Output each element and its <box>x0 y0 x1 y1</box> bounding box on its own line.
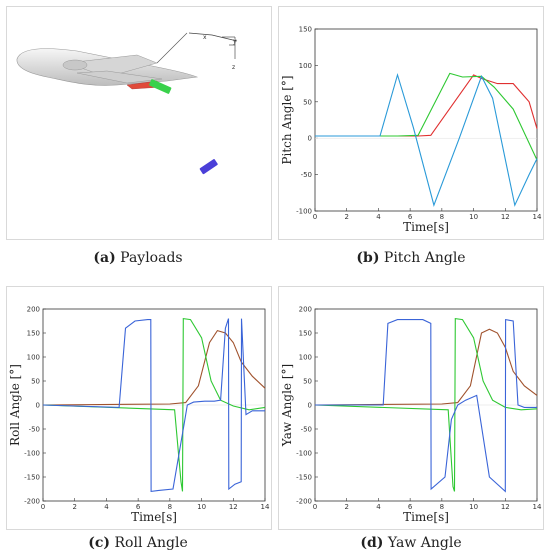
pitch-chart: 0 2 4 6 8 10 12 14 -100 -50 0 50 100 150 Time[s] Pitch … <box>280 26 542 235</box>
mini-aircraft <box>188 32 238 42</box>
y-tick-label: 50 <box>31 378 40 386</box>
caption-c: (c) Roll Angle <box>8 535 268 551</box>
series-line-1 <box>315 72 538 161</box>
series-line-0 <box>314 328 538 406</box>
callout-line <box>156 32 188 64</box>
series-line-1 <box>42 317 266 492</box>
x-tick-label: 10 <box>469 213 478 221</box>
axis-triad <box>222 36 236 59</box>
x-tick-label: 12 <box>501 503 510 511</box>
roll-chart: 0 2 4 6 8 10 12 14 -200 -150 -100 -50 0 50 100 150 200 Ti… <box>8 306 270 525</box>
x-tick-label: 14 <box>261 503 270 511</box>
y-tick-label: -200 <box>24 498 40 506</box>
yaw-chart: 0 2 4 6 8 10 12 14 -200 -150 -100 -50 0 50 100 150 200 Ti… <box>280 306 542 525</box>
y-tick-label: -100 <box>24 450 40 458</box>
x-tick-label: 0 <box>313 503 317 511</box>
series-line-1 <box>314 317 538 492</box>
x-tick-label: 6 <box>136 503 141 511</box>
axis-label-z: z <box>232 64 235 71</box>
y-tick-label: 100 <box>299 354 312 362</box>
y-tick-label: 100 <box>27 354 40 362</box>
x-tick-label: 6 <box>408 503 413 511</box>
y-tick-label: 50 <box>303 378 312 386</box>
y-tick-label: -100 <box>296 450 312 458</box>
x-tick-label: 6 <box>408 213 413 221</box>
x-tick-label: 12 <box>501 213 510 221</box>
y-tick-label: 0 <box>308 135 312 143</box>
y-tick-label: 200 <box>27 306 40 314</box>
plot-area <box>314 28 538 212</box>
y-axis-label: Pitch Angle [°] <box>280 75 294 164</box>
y-tick-label: -50 <box>29 426 40 434</box>
axis-label-y: y <box>233 38 237 45</box>
series-line-2 <box>315 72 538 207</box>
payload-scene: x y z <box>16 32 238 175</box>
y-tick-label: 200 <box>299 306 312 314</box>
x-tick-label: 4 <box>376 503 381 511</box>
caption-d: (d) Yaw Angle <box>281 535 541 551</box>
chart-frame: 0 2 4 6 8 10 12 14 -200 -150 -100 -50 0 50 100 150 200 Ti… <box>278 286 544 530</box>
blue-payload <box>199 159 218 175</box>
panel-roll: 0 2 4 6 8 10 12 14 -200 -150 -100 -50 0 50 100 150 200 Ti… <box>0 282 275 554</box>
axis-label-x: x <box>203 34 207 41</box>
x-tick-label: 2 <box>344 503 348 511</box>
x-tick-label: 4 <box>104 503 109 511</box>
caption-text: Roll Angle <box>114 535 188 551</box>
x-tick-label: 10 <box>197 503 206 511</box>
x-tick-label: 0 <box>41 503 45 511</box>
series-line-2 <box>42 318 265 493</box>
caption-tag: (c) <box>88 535 111 551</box>
chart-frame: 0 2 4 6 8 10 12 14 -200 -150 -100 -50 0 50 100 150 200 Ti… <box>6 286 272 530</box>
x-tick-label: 0 <box>313 213 317 221</box>
x-tick-label: 4 <box>376 213 381 221</box>
x-tick-label: 2 <box>72 503 76 511</box>
caption-b: (b) Pitch Angle <box>281 250 541 266</box>
caption-text: Yaw Angle <box>387 535 462 551</box>
x-axis-label: Time[s] <box>131 510 177 524</box>
y-tick-label: 0 <box>308 402 312 410</box>
green-payload <box>149 79 172 94</box>
caption-tag: (b) <box>356 250 380 266</box>
x-tick-label: 12 <box>229 503 238 511</box>
y-tick-label: -50 <box>301 171 312 179</box>
x-tick-label: 2 <box>344 213 348 221</box>
y-tick-label: -150 <box>24 474 40 482</box>
caption-text: Pitch Angle <box>383 250 466 266</box>
y-tick-label: 150 <box>299 26 312 34</box>
y-tick-label: -50 <box>301 426 312 434</box>
panel-payloads: x y z (a) Payloads <box>0 0 275 282</box>
y-tick-label: 100 <box>299 62 312 70</box>
series-line-2 <box>315 318 537 493</box>
y-tick-label: -200 <box>296 498 312 506</box>
x-tick-label: 10 <box>469 503 478 511</box>
series-line-0 <box>315 74 538 137</box>
x-tick-label: 8 <box>440 503 444 511</box>
y-tick-label: 150 <box>27 330 40 338</box>
x-tick-label: 14 <box>533 503 542 511</box>
y-tick-label: -100 <box>296 208 312 216</box>
y-tick-label: 50 <box>303 98 312 106</box>
x-axis-label: Time[s] <box>403 510 449 524</box>
chart-frame: 0 2 4 6 8 10 12 14 -100 -50 0 50 100 150 Time[s] Pitch … <box>278 6 544 240</box>
series-line-0 <box>42 329 266 406</box>
x-tick-label: 8 <box>168 503 172 511</box>
caption-tag: (a) <box>93 250 116 266</box>
caption-tag: (d) <box>360 535 384 551</box>
caption-text: Payloads <box>120 250 183 266</box>
caption-a: (a) Payloads <box>8 250 268 266</box>
y-tick-label: 150 <box>299 330 312 338</box>
y-axis-label: Yaw Angle [°] <box>280 364 294 447</box>
y-tick-label: -150 <box>296 474 312 482</box>
y-axis-label: Roll Angle [°] <box>8 364 22 446</box>
aircraft-model <box>16 48 199 90</box>
panel-pitch: 0 2 4 6 8 10 12 14 -100 -50 0 50 100 150 Time[s] Pitch … <box>275 0 550 282</box>
payload-render: x y z <box>6 6 272 240</box>
x-tick-label: 8 <box>440 213 444 221</box>
x-axis-label: Time[s] <box>403 220 449 234</box>
x-tick-label: 14 <box>533 213 542 221</box>
panel-yaw: 0 2 4 6 8 10 12 14 -200 -150 -100 -50 0 50 100 150 200 Ti… <box>275 282 550 554</box>
y-tick-label: 0 <box>36 402 40 410</box>
